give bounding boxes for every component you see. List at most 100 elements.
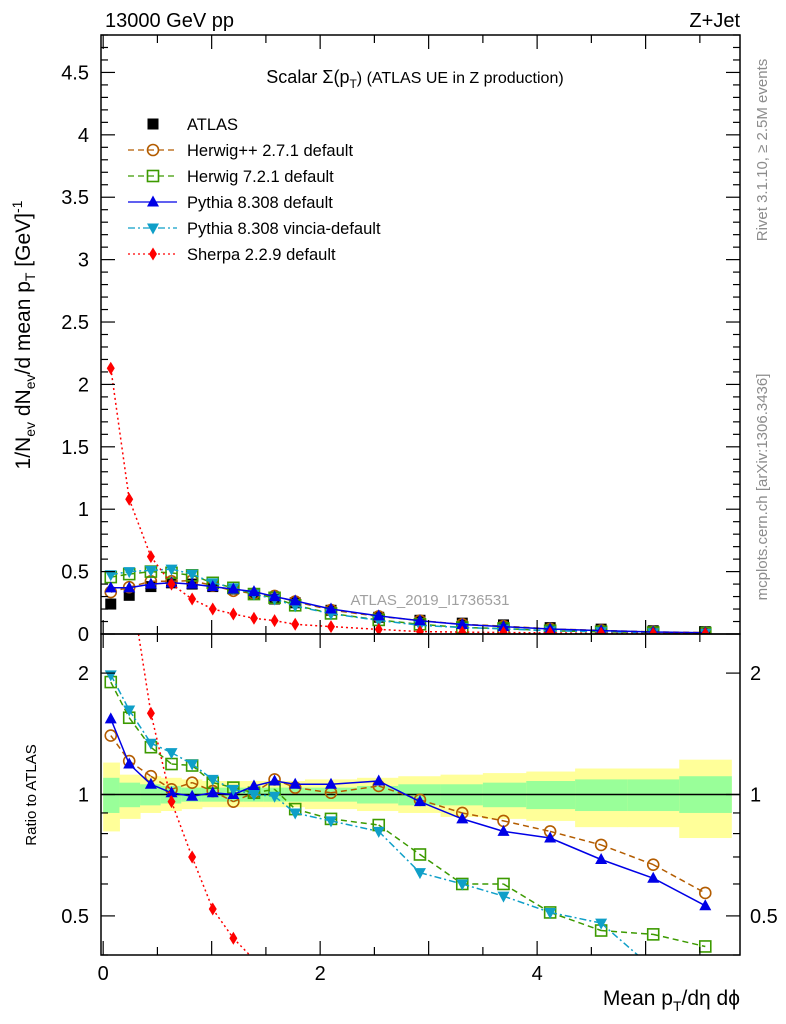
ratio-point — [229, 931, 238, 945]
x-axis-label: Mean pT/dη dϕ — [603, 987, 740, 1014]
ratio-point — [289, 808, 302, 820]
legend-entry-pythia-8-308-vincia-default: Pythia 8.308 vincia-default — [128, 220, 381, 238]
analysis-watermark: ATLAS_2019_I1736531 — [350, 592, 509, 609]
data-point — [208, 602, 217, 616]
ratio-point — [647, 871, 660, 883]
legend-label: Herwig++ 2.7.1 default — [187, 142, 353, 160]
ratio-point — [456, 812, 469, 824]
ratio-point — [186, 789, 199, 801]
ratio-point — [188, 850, 197, 864]
ratio-point — [268, 791, 281, 803]
ratio-point — [165, 748, 178, 760]
ratio-point — [167, 795, 176, 809]
ratio-point — [497, 891, 510, 903]
ratio-line — [137, 634, 251, 955]
ratio-point — [144, 738, 157, 750]
legend-entry-herwig-2-7-1-default: Herwig++ 2.7.1 default — [128, 142, 353, 160]
ratio-line — [110, 718, 706, 907]
legend-label: Pythia 8.308 vincia-default — [187, 220, 381, 238]
data-point — [167, 577, 176, 591]
y-tick-label: 4.5 — [61, 62, 89, 84]
ratio-point — [104, 712, 117, 724]
ratio-point — [247, 779, 260, 791]
data-point — [458, 625, 467, 634]
ratio-line — [110, 674, 639, 955]
ratio-point — [456, 879, 469, 891]
data-point — [188, 592, 197, 606]
legend-entry-pythia-8-308-default: Pythia 8.308 default — [128, 194, 333, 212]
ratio-point — [206, 774, 219, 786]
ratio-point — [208, 902, 217, 916]
legend-marker — [147, 195, 159, 207]
ratio-point — [165, 786, 178, 798]
legend-marker — [146, 169, 160, 183]
data-point — [499, 626, 508, 634]
ratio-point — [544, 831, 557, 843]
data-point — [701, 627, 710, 634]
data-point — [413, 614, 426, 626]
ratio-point — [268, 774, 281, 786]
legend-marker — [147, 223, 159, 235]
ratio-point — [123, 705, 136, 717]
data-point — [324, 602, 337, 614]
ratio-point — [544, 907, 557, 919]
data-point — [372, 609, 385, 621]
legend-marker — [147, 118, 159, 130]
data-point — [123, 589, 135, 601]
ratio-point — [595, 852, 608, 864]
series-line — [110, 582, 706, 634]
ratio-point — [646, 928, 660, 941]
ratio-point — [227, 784, 240, 796]
ratio-point — [185, 776, 199, 789]
data-point — [326, 620, 335, 634]
y-tick-label: 3 — [78, 250, 89, 272]
x-tick-label: 2 — [315, 963, 326, 985]
ratio-point — [413, 795, 426, 807]
x-tick-label: 0 — [98, 963, 109, 985]
data-point — [497, 620, 510, 632]
x-tick-label: 4 — [532, 963, 543, 985]
ratio-tick-label-left: 2 — [78, 663, 89, 685]
data-point — [415, 625, 424, 634]
legend-marker — [146, 143, 160, 157]
legend-label: Sherpa 2.2.9 default — [187, 246, 336, 264]
ratio-point — [698, 940, 712, 953]
ratio-tick-label-left: 1 — [78, 785, 89, 807]
ratio-point — [699, 899, 712, 911]
data-point — [104, 570, 117, 582]
data-point — [144, 565, 157, 577]
legend-label: Herwig 7.2.1 default — [187, 168, 334, 186]
ratio-point — [186, 759, 199, 771]
ratio-point — [146, 706, 155, 720]
data-point — [146, 550, 155, 564]
data-point — [206, 580, 219, 592]
y-axis-label: 1/Nev dNev/d mean pT [GeV]-1 — [9, 200, 38, 469]
ratio-point — [372, 826, 385, 838]
data-point — [268, 590, 281, 602]
legend-marker — [149, 247, 157, 261]
ratio-line — [110, 735, 706, 894]
stat-uncertainty-band — [103, 777, 120, 813]
data-point — [270, 614, 279, 628]
ratio-point — [497, 824, 510, 836]
y-tick-label: 1 — [78, 499, 89, 521]
ratio-axis-label: Ratio to ATLAS — [23, 744, 40, 845]
mcplots-label: mcplots.cern.ch [arXiv:1306.3436] — [754, 374, 771, 601]
y-tick-label: 2.5 — [61, 312, 89, 334]
legend-entry-sherpa-2-2-9-default: Sherpa 2.2.9 default — [128, 246, 336, 264]
ratio-series-pythia-8-308-vincia-default — [104, 670, 639, 955]
data-point — [649, 627, 658, 634]
y-tick-label: 2 — [78, 374, 89, 396]
data-point — [106, 361, 115, 375]
y-tick-label: 1.5 — [61, 437, 89, 459]
ratio-point — [646, 858, 660, 871]
legend-label: Pythia 8.308 default — [187, 194, 333, 212]
ratio-point — [698, 886, 712, 900]
ratio-tick-label-right: 1 — [750, 785, 761, 807]
ratio-point — [594, 838, 608, 852]
ratio-tick-label-right: 0.5 — [750, 906, 778, 928]
data-point — [123, 581, 136, 593]
ratio-point — [413, 868, 426, 880]
y-tick-label: 4 — [78, 125, 89, 147]
